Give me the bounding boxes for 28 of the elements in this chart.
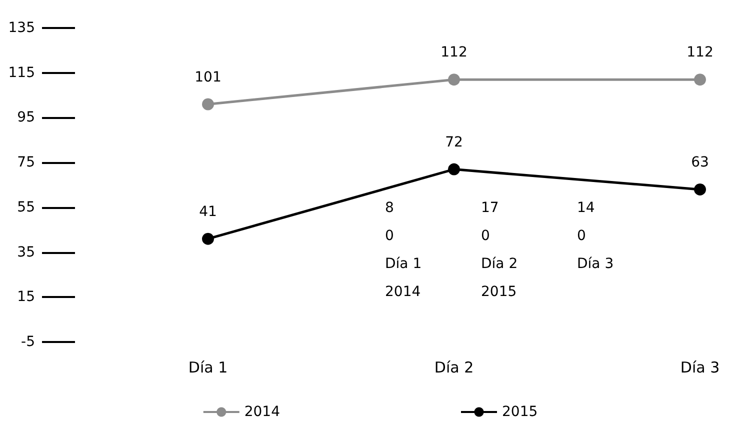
y-tick-label: 95: [17, 110, 35, 126]
annotation: 8 0 Día 1 2014: [385, 200, 422, 300]
y-tick-label: 35: [17, 244, 35, 260]
point: [694, 74, 706, 86]
legend-label: 2015: [502, 404, 538, 420]
legend-label: 2014: [244, 404, 280, 420]
data-label: 41: [199, 204, 217, 220]
y-tick-label: 75: [17, 154, 35, 171]
data-label: 101: [194, 69, 222, 86]
x-tick-label: Día 3: [680, 358, 720, 376]
y-tick-label: -5: [21, 334, 35, 350]
annotation: 17 0 Día 2 2015: [481, 200, 518, 300]
x-tick-label: Día 1: [188, 358, 228, 376]
y-tick-label: 55: [17, 199, 35, 216]
annotation: 14 0 Día 3: [577, 200, 614, 272]
point: [202, 98, 214, 110]
data-label: 112: [440, 44, 468, 61]
point: [694, 183, 706, 196]
x-tick-label: Día 2: [434, 358, 474, 376]
y-tick-label: 135: [8, 20, 35, 36]
point: [448, 163, 460, 176]
data-label: 63: [691, 154, 709, 170]
data-label: 72: [445, 134, 463, 150]
data-label: 112: [686, 44, 714, 61]
y-tick-label: 15: [17, 289, 35, 306]
point: [202, 232, 214, 245]
y-tick-label: 115: [8, 64, 35, 81]
point: [448, 74, 460, 86]
